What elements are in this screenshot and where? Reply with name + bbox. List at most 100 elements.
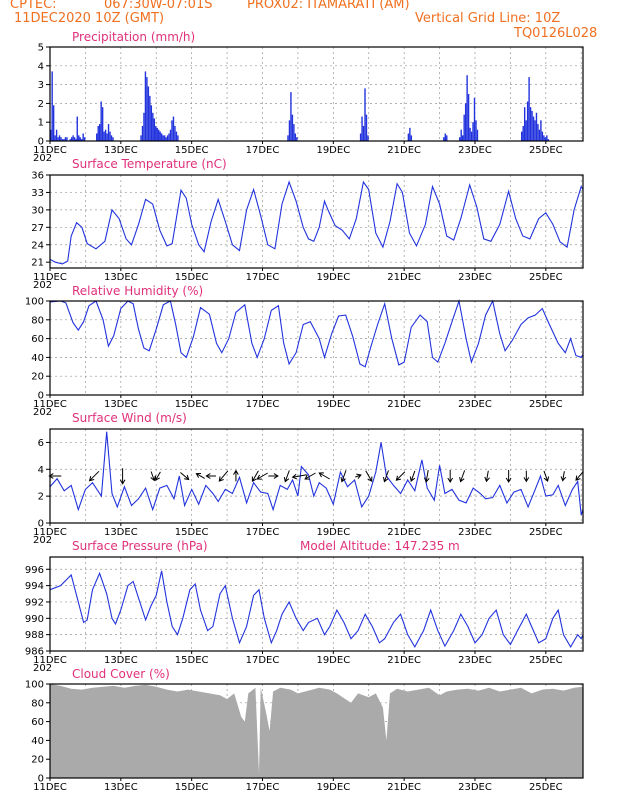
x-tick-label: 21DEC <box>387 145 421 156</box>
precip-bar <box>159 131 161 141</box>
y-tick-label: 27 <box>31 223 44 234</box>
x-tick-label: 11DEC <box>33 782 67 793</box>
precip-bar <box>61 139 64 141</box>
precip-bar <box>526 101 529 141</box>
y-tick-label: 80 <box>31 315 44 326</box>
x-tick-label: 23DEC <box>458 655 492 666</box>
precip-bar <box>75 139 77 141</box>
precip-bar <box>83 137 86 141</box>
wind-arrow <box>409 470 416 482</box>
header-grid-note: Vertical Grid Line: 10Z <box>415 11 561 26</box>
x-tick-label: 13DEC <box>104 399 138 410</box>
x-tick-label: 13DEC <box>104 655 138 666</box>
precip-bar <box>58 135 61 141</box>
x-tick-label: 15DEC <box>175 782 209 793</box>
x-tick-label: 11DEC <box>33 655 67 666</box>
precip-bar <box>158 129 160 141</box>
precip-bar <box>66 137 68 141</box>
precip-bar <box>162 135 164 141</box>
precip-bar <box>532 116 535 141</box>
x-tick-label: 13DEC <box>104 145 138 156</box>
precip-bar <box>96 133 98 141</box>
panel-frame <box>49 300 584 396</box>
x-tick-label: 17DEC <box>246 399 280 410</box>
precip-bar <box>107 124 110 141</box>
y-tick-label: 0 <box>38 774 44 785</box>
x-tick-label: 15DEC <box>175 272 209 283</box>
x-tick-label: 11DEC <box>33 527 67 538</box>
y-tick-label: 40 <box>31 353 44 364</box>
precip-bar <box>534 120 536 141</box>
precip-bar <box>467 94 470 141</box>
wind-arrow <box>560 471 567 482</box>
x-tick-label: 17DEC <box>246 272 280 283</box>
wind-arrow <box>340 470 347 483</box>
precip-bar <box>466 75 468 141</box>
precip-bar <box>172 116 175 141</box>
precip-bar <box>97 125 99 141</box>
y-tick-label: 992 <box>25 597 44 608</box>
precip-bar <box>153 118 155 141</box>
x-tick-label: 19DEC <box>316 145 350 156</box>
wind-arrow <box>48 473 62 479</box>
precip-bar <box>52 105 55 141</box>
precip-bar <box>407 133 410 141</box>
x-tick-label: 23DEC <box>458 399 492 410</box>
precip-bar <box>472 122 474 141</box>
precip-bar <box>57 137 59 141</box>
x-tick-label: 21DEC <box>387 782 421 793</box>
precip-bar <box>103 131 105 141</box>
precip-bar <box>364 88 366 141</box>
y-tick-label: 5 <box>38 43 44 54</box>
header-coords: 067:30W-07:01S <box>104 0 213 12</box>
series-line <box>49 298 584 368</box>
panel-title: Precipitation (mm/h) <box>72 30 195 44</box>
precip-bar <box>51 71 53 141</box>
precip-bar <box>50 129 52 141</box>
y-tick-label: 2 <box>38 492 44 503</box>
y-tick-label: 60 <box>31 334 44 345</box>
precip-bar <box>112 137 114 141</box>
wind-arrow <box>523 470 530 483</box>
x-tick-label: 25DEC <box>529 655 563 666</box>
precip-bar <box>444 133 446 141</box>
panel-frame <box>49 174 584 269</box>
x-tick-label: 21DEC <box>387 399 421 410</box>
y-tick-label: 4 <box>38 465 44 476</box>
x-tick-label: 21DEC <box>387 272 421 283</box>
wind-arrow <box>318 472 330 480</box>
precip-bar <box>79 137 81 141</box>
panel-title: Surface Pressure (hPa) <box>72 539 208 553</box>
wind-arrow <box>304 472 316 480</box>
y-tick-label: 21 <box>31 258 44 269</box>
precip-bar <box>175 131 178 141</box>
cloud-area <box>50 684 583 778</box>
precip-bar <box>287 135 289 141</box>
precip-bar <box>110 135 113 141</box>
precip-bar <box>171 120 173 141</box>
wind-arrow <box>423 470 430 483</box>
precip-bar <box>294 133 297 141</box>
precip-bar <box>476 129 479 141</box>
panel-frame <box>49 683 584 779</box>
header-org: CPTEC: <box>10 0 57 12</box>
wind-arrow <box>543 470 550 482</box>
y-tick-label: 0 <box>38 519 44 530</box>
precip-bar <box>146 77 148 141</box>
precip-bar <box>72 135 74 141</box>
panel-annotation: Model Altitude: 147.235 m <box>300 539 460 553</box>
precip-bar <box>156 127 158 141</box>
x-tick-label: 15DEC <box>175 527 209 538</box>
precip-bar <box>152 112 154 141</box>
x-tick-label: 23DEC <box>458 272 492 283</box>
x-tick-label: 25DEC <box>529 399 563 410</box>
precip-bar <box>155 125 157 141</box>
precip-bar <box>544 137 547 141</box>
x-tick-label: 23DEC <box>458 527 492 538</box>
header-model-code: TQ0126L028 <box>514 26 598 41</box>
precip-bar <box>141 125 144 141</box>
y-tick-label: 994 <box>25 581 44 592</box>
x-tick-label: 15DEC <box>175 655 209 666</box>
y-tick-label: 4 <box>38 61 44 72</box>
y-tick-label: 40 <box>31 736 44 747</box>
